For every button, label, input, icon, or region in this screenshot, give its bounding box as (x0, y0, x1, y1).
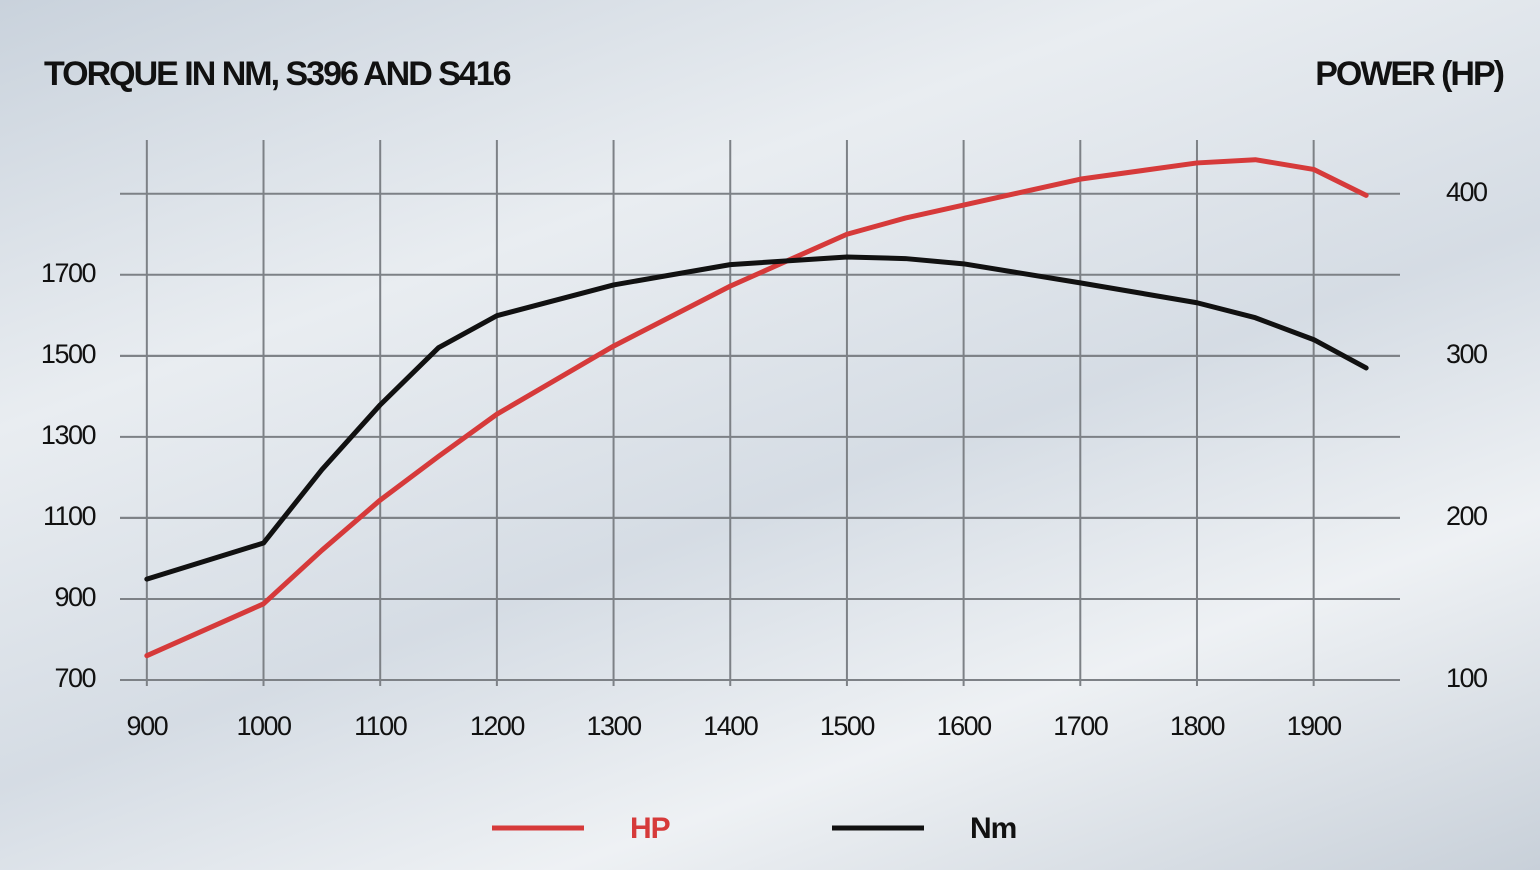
y-tick-label: 1700 (41, 258, 96, 288)
y-tick-label: 1500 (41, 339, 96, 369)
x-tick-label: 1200 (470, 711, 525, 741)
legend-label: Nm (970, 812, 1016, 845)
x-tick-label: 1100 (354, 711, 407, 741)
y2-tick-label: 200 (1446, 501, 1487, 531)
y2-tick-label: 400 (1446, 177, 1487, 207)
series-line (144, 254, 1369, 582)
chart-title: TORQUE IN NM, S396 AND S416 (44, 55, 511, 93)
y-tick-label: 700 (54, 663, 95, 693)
x-tick-label: 1900 (1287, 711, 1342, 741)
x-tick-label: 1700 (1053, 711, 1108, 741)
y2-axis-title: POWER (HP) (1315, 55, 1503, 93)
x-tick-label: 1000 (236, 711, 291, 741)
y-tick-label: 900 (54, 582, 95, 612)
y2-tick-label: 300 (1446, 339, 1487, 369)
y2-tick-label: 100 (1446, 663, 1487, 693)
x-tick-label: 1500 (820, 711, 875, 741)
x-tick-label: 900 (127, 711, 168, 741)
x-tick-label: 1600 (937, 711, 992, 741)
x-tick-label: 1800 (1170, 711, 1225, 741)
y-tick-label: 1300 (41, 420, 96, 450)
x-tick-label: 1300 (587, 711, 642, 741)
y-tick-label: 1100 (43, 501, 96, 531)
series-line (144, 157, 1369, 659)
x-tick-label: 1400 (703, 711, 758, 741)
legend-label: HP (630, 812, 670, 845)
